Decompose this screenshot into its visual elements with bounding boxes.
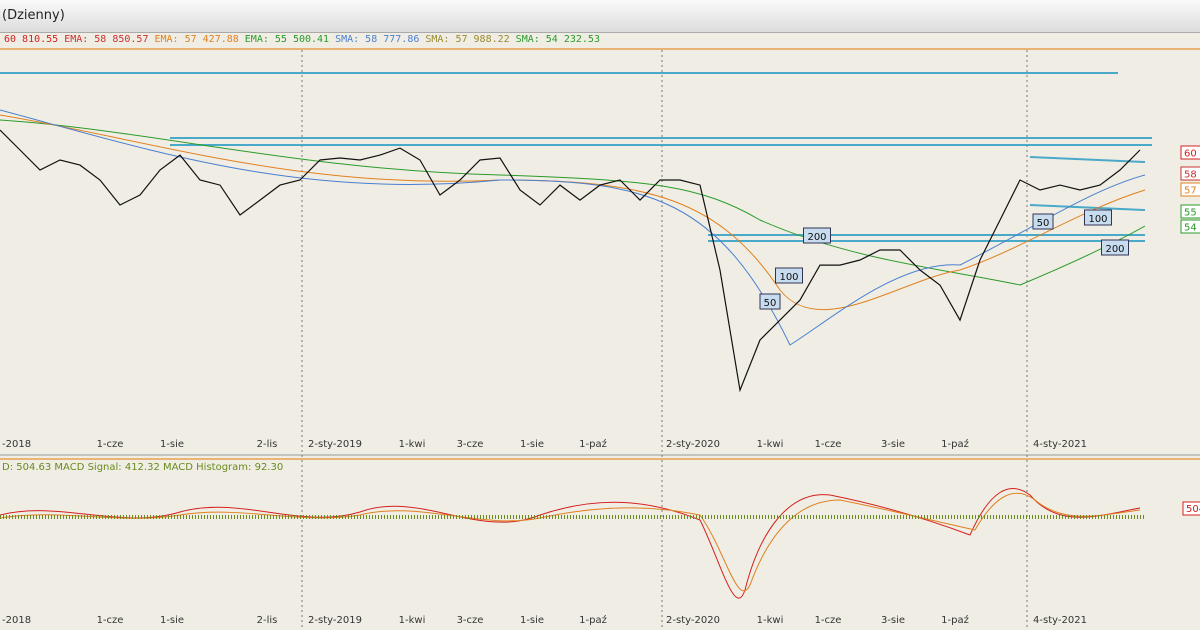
x-axis-label: 3-cze bbox=[457, 615, 484, 626]
x-axis-label: 1-paź bbox=[579, 614, 607, 626]
moving-average bbox=[0, 109, 1146, 346]
price-label-box bbox=[1180, 145, 1200, 160]
x-axis-label: 1-kwi bbox=[399, 439, 426, 450]
macd-line bbox=[0, 488, 1141, 599]
x-axis-label: 1-paź bbox=[941, 438, 969, 450]
macd-signal bbox=[0, 492, 1141, 592]
year-lines bbox=[301, 50, 1028, 630]
macd-label: 504 bbox=[1186, 504, 1200, 515]
window-title: (Dzienny) bbox=[0, 0, 1200, 33]
x-axis-label: 1-cze bbox=[97, 439, 124, 450]
annotation-box bbox=[759, 293, 781, 310]
moving-average bbox=[0, 114, 1146, 311]
x-axis-label: 1-kwi bbox=[399, 615, 426, 626]
x-axis-label: 1-sie bbox=[160, 439, 184, 450]
x-axis-label: 2-sty-2020 bbox=[666, 439, 720, 450]
annotation-label: 50 bbox=[1037, 218, 1050, 229]
indicator-value: EMA: 55 500.41 bbox=[244, 34, 330, 45]
annotation-label: 50 bbox=[764, 298, 777, 309]
x-axis-label: 1-sie bbox=[520, 439, 544, 450]
indicator-value: SMA: 58 777.86 bbox=[335, 34, 420, 45]
x-axis-label: 2-sty-2019 bbox=[308, 615, 362, 626]
price-label: 58 bbox=[1184, 170, 1197, 181]
x-axis-label: 1-kwi bbox=[757, 615, 784, 626]
annotation-label: 100 bbox=[779, 272, 798, 283]
x-axis-label: -2018 bbox=[2, 615, 31, 626]
annotation-box bbox=[1032, 213, 1054, 230]
x-axis-label: 2-sty-2019 bbox=[308, 439, 362, 450]
price-line bbox=[0, 129, 1141, 393]
macd-label-box bbox=[1182, 501, 1200, 516]
x-axis-label: -2018 bbox=[2, 439, 31, 450]
x-axis-label: 4-sty-2021 bbox=[1033, 615, 1087, 626]
price-label: 55 bbox=[1184, 208, 1197, 219]
x-axis-label: 1-paź bbox=[941, 614, 969, 626]
x-axis-label: 1-cze bbox=[97, 615, 124, 626]
indicator-value: EMA: 58 850.57 bbox=[64, 34, 149, 45]
annotation-box bbox=[775, 267, 803, 284]
indicator-value: EMA: 57 427.88 bbox=[154, 34, 239, 45]
price-label: 57 bbox=[1184, 186, 1197, 197]
x-axis-label: 2-sty-2020 bbox=[666, 615, 720, 626]
x-axis-label: 1-sie bbox=[520, 615, 544, 626]
annotation-box bbox=[1101, 239, 1129, 256]
x-axis-label: 2-lis bbox=[257, 439, 278, 450]
x-axis-label: 3-sie bbox=[881, 439, 905, 450]
indicator-legend: 60 810.55 EMA: 58 850.57 EMA: 57 427.88 EMA… bbox=[4, 34, 606, 45]
indicator-value: 60 810.55 bbox=[4, 34, 59, 45]
price-label: 60 bbox=[1184, 149, 1197, 160]
price-label: 54 bbox=[1184, 223, 1197, 234]
x-axis-label: 2-lis bbox=[257, 615, 278, 626]
x-axis-label: 4-sty-2021 bbox=[1033, 439, 1087, 450]
x-axis-label: 1-cze bbox=[815, 439, 842, 450]
macd-legend: D: 504.63 MACD Signal: 412.32 MACD Histo… bbox=[2, 462, 283, 473]
indicator-value: SMA: 54 232.53 bbox=[515, 34, 600, 45]
annotation-label: 200 bbox=[807, 232, 826, 243]
annotation-label: 200 bbox=[1105, 244, 1124, 255]
annotation-box bbox=[1084, 209, 1112, 226]
x-axis-label: 1-sie bbox=[160, 615, 184, 626]
x-axis-label: 1-kwi bbox=[757, 439, 784, 450]
trend-lines bbox=[0, 72, 1152, 242]
price-label-box bbox=[1180, 204, 1200, 219]
x-axis-label: 3-cze bbox=[457, 439, 484, 450]
x-axis-label: 3-sie bbox=[881, 615, 905, 626]
x-axis-label: 1-cze bbox=[815, 615, 842, 626]
price-label-box bbox=[1180, 182, 1200, 197]
annotation-label: 100 bbox=[1088, 214, 1107, 225]
x-axis-label: 1-paź bbox=[579, 438, 607, 450]
moving-average bbox=[0, 119, 1146, 286]
price-label-box bbox=[1180, 219, 1200, 234]
price-label-box bbox=[1180, 166, 1200, 181]
indicator-value: SMA: 57 988.22 bbox=[425, 34, 510, 45]
annotation-box bbox=[803, 227, 831, 244]
